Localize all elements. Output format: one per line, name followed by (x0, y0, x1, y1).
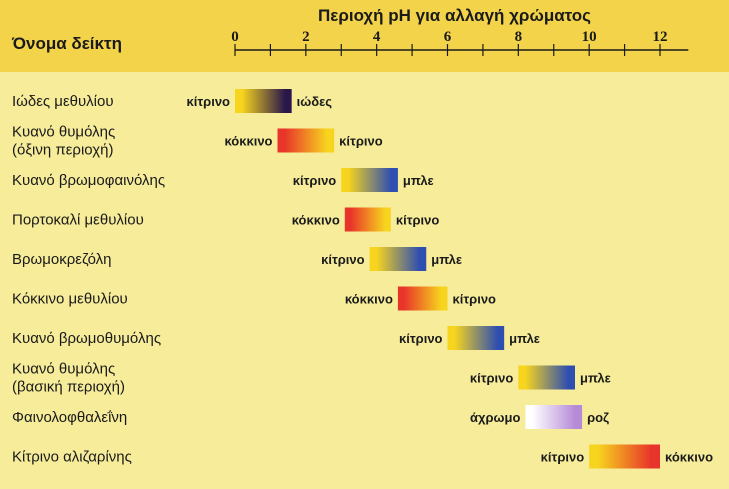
indicator-column-header: Όνομα δείκτη (12, 34, 122, 53)
low-ph-color-label: κόκκινο (224, 134, 272, 149)
low-ph-color-label: κίτρινο (399, 331, 443, 346)
high-ph-color-label: μπλε (403, 173, 434, 188)
high-ph-color-label: κίτρινο (453, 292, 497, 307)
low-ph-color-label: κίτρινο (187, 94, 231, 109)
low-ph-color-label: άχρωμο (470, 410, 520, 425)
header-band (0, 0, 729, 72)
indicator-range-bar (589, 444, 660, 469)
high-ph-color-label: ιώδες (297, 94, 333, 109)
indicator-name: Κυανό θυμόλης (όξινη περιοχή) (12, 124, 115, 159)
indicator-name: Ιώδες μεθυλίου (12, 93, 114, 110)
high-ph-color-label: κίτρινο (339, 134, 383, 149)
low-ph-color-label: κίτρινο (321, 252, 365, 267)
indicator-range-bar (447, 326, 505, 350)
indicator-range-bar (344, 207, 391, 232)
indicator-name: Βρωμοκρεζόλη (12, 251, 111, 268)
indicator-range-bar (235, 89, 292, 113)
low-ph-color-label: κόκκινο (292, 213, 340, 228)
indicator-name: Κίτρινο αλιζαρίνης (12, 449, 132, 466)
high-ph-color-label: μπλε (431, 252, 462, 267)
indicator-name: Φαινολοφθαλεΐνη (12, 409, 127, 426)
indicator-range-bar (277, 128, 335, 153)
low-ph-color-label: κόκκινο (345, 292, 393, 307)
indicator-range-bar (369, 247, 427, 271)
ph-tick-label: 2 (302, 29, 310, 45)
indicator-range-bar (341, 168, 398, 192)
indicator-name: Κυανό θυμόλης (βασική περιοχή) (12, 361, 125, 396)
ph-tick-label: 12 (653, 29, 668, 45)
indicator-range-bar (518, 365, 575, 390)
ph-tick-label: 6 (444, 29, 452, 45)
high-ph-color-label: κόκκινο (665, 450, 713, 465)
indicator-name: Κυανό βρωμοφαινόλης (12, 172, 165, 189)
high-ph-color-label: μπλε (580, 371, 611, 386)
high-ph-color-label: κίτρινο (396, 213, 440, 228)
high-ph-color-label: ροζ (587, 410, 609, 425)
indicator-range-bar (525, 405, 583, 429)
ph-tick-label: 8 (515, 29, 523, 45)
indicator-range-bar (397, 286, 448, 311)
chart-title: Περιοχή pH για αλλαγή χρώματος (318, 6, 592, 25)
indicator-name: Κυανό βρωμοθυμόλης (12, 330, 161, 347)
indicator-name: Πορτοκαλί μεθυλίου (12, 212, 144, 229)
ph-tick-label: 4 (373, 29, 381, 45)
low-ph-color-label: κίτρινο (541, 450, 585, 465)
ph-tick-label: 0 (231, 29, 239, 45)
low-ph-color-label: κίτρινο (470, 371, 514, 386)
indicator-name: Κόκκινο μεθυλίου (12, 291, 128, 308)
ph-tick-label: 10 (582, 29, 597, 45)
low-ph-color-label: κίτρινο (293, 173, 337, 188)
high-ph-color-label: μπλε (509, 331, 540, 346)
